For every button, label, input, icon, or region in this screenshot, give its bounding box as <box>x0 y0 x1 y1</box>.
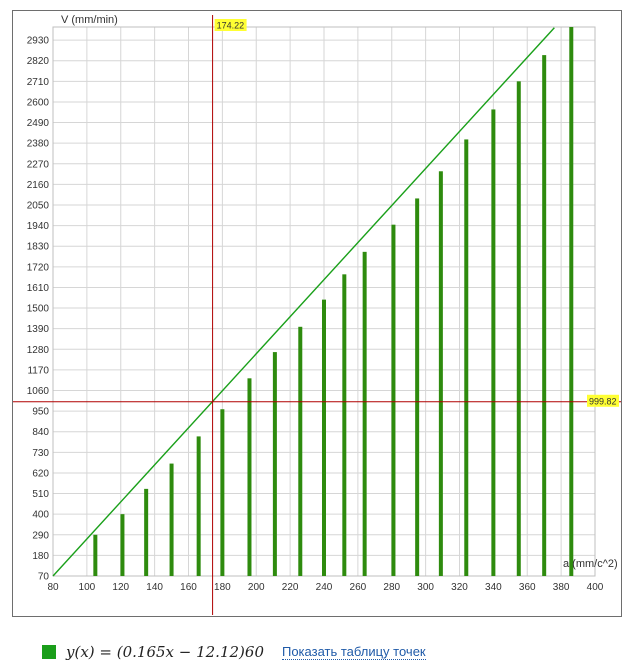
y-tick-label: 840 <box>32 427 49 438</box>
y-tick-label: 2160 <box>27 180 50 191</box>
x-tick-labels: 80 100 120 140 160 180 200 220 240 260 280 300 320 34… <box>47 582 603 593</box>
y-tick-label: 400 <box>32 510 49 521</box>
y-tick-label: 1390 <box>27 324 50 335</box>
bar-17 <box>516 81 521 576</box>
x-tick-label: 160 <box>180 582 197 593</box>
y-tick-label: 1060 <box>27 386 50 397</box>
y-tick-label: 1170 <box>27 365 49 376</box>
crosshair-x-label: 174.22 <box>217 21 245 31</box>
bar-10 <box>342 274 347 576</box>
y-tick-label: 180 <box>32 551 49 562</box>
bar-4 <box>196 436 201 576</box>
bar-1 <box>120 514 125 576</box>
x-tick-label: 180 <box>214 582 231 593</box>
y-tick-label: 950 <box>32 407 49 418</box>
bar-16 <box>491 109 496 576</box>
bar-12 <box>391 224 396 576</box>
x-tick-label: 260 <box>350 582 367 593</box>
line-series <box>52 27 555 577</box>
bar-6 <box>247 378 252 576</box>
crosshair-y-label-bg <box>587 394 619 407</box>
bar-5 <box>220 409 225 576</box>
bar-14 <box>438 171 443 577</box>
x-tick-label: 360 <box>519 582 536 593</box>
bar-9 <box>322 299 326 576</box>
y-tick-label: 510 <box>32 489 49 500</box>
show-points-table-link[interactable]: Показать таблицу точек <box>281 644 426 660</box>
bar-0 <box>93 534 98 576</box>
x-tick-label: 100 <box>79 582 96 593</box>
bar-3 <box>169 463 174 576</box>
chart-frame: 70 180 290 400 510 620 730 840 950 1060 1170 1280 13… <box>12 10 622 617</box>
y-tick-label: 2820 <box>27 56 50 67</box>
y-tick-label: 2380 <box>27 139 50 150</box>
crosshair-x-label-bg <box>214 19 247 31</box>
y-tick-label: 290 <box>32 530 49 541</box>
bar-2 <box>144 488 149 576</box>
x-tick-label: 220 <box>282 582 299 593</box>
y-tick-label: 2930 <box>27 36 50 47</box>
legend-swatch <box>42 645 56 659</box>
trend-line <box>52 27 555 577</box>
y-tick-label: 730 <box>32 448 49 459</box>
bar-8 <box>298 326 303 576</box>
x-tick-label: 140 <box>146 582 163 593</box>
x-tick-label: 340 <box>485 582 502 593</box>
y-tick-label: 1720 <box>27 262 50 273</box>
y-tick-label: 2600 <box>27 97 50 108</box>
x-tick-label: 80 <box>47 582 59 593</box>
y-tick-label: 2270 <box>27 159 50 170</box>
x-tick-label: 120 <box>112 582 129 593</box>
bar-series <box>93 27 574 577</box>
x-tick-label: 200 <box>248 582 265 593</box>
x-tick-label: 280 <box>383 582 400 593</box>
crosshair: 174.22 999.82 <box>13 15 621 615</box>
y-tick-label: 1610 <box>27 283 50 294</box>
x-tick-label: 400 <box>587 582 604 593</box>
y-tick-label: 2490 <box>27 118 50 129</box>
bar-13 <box>415 198 420 577</box>
x-tick-label: 320 <box>451 582 468 593</box>
y-tick-label: 620 <box>32 468 49 479</box>
y-tick-labels: 70 180 290 400 510 620 730 840 950 1060 1170 1280 13… <box>27 36 50 583</box>
y-tick-label: 1830 <box>27 242 50 253</box>
bar-18 <box>542 55 547 577</box>
y-tick-label: 2710 <box>27 77 50 88</box>
bar-7 <box>272 352 277 576</box>
bar-11 <box>362 251 367 576</box>
x-tick-label: 300 <box>417 582 434 593</box>
x-tick-label: 380 <box>553 582 570 593</box>
x-axis-title: a (mm/c^2) <box>563 558 618 570</box>
y-tick-label: 1940 <box>27 221 50 232</box>
y-tick-label: 2050 <box>27 201 50 212</box>
legend-formula: y(x) = (0.165x − 12.12)60 <box>66 643 264 661</box>
chart-plot[interactable]: 70 180 290 400 510 620 730 840 950 1060 1170 1280 13… <box>13 11 621 616</box>
bar-15 <box>464 139 469 576</box>
x-tick-label: 240 <box>316 582 333 593</box>
y-tick-label: 1280 <box>27 345 50 356</box>
bar-19 <box>569 27 574 576</box>
y-axis-title: V (mm/min) <box>61 14 118 26</box>
crosshair-y-label: 999.82 <box>589 396 617 406</box>
y-tick-label: 1500 <box>27 304 50 315</box>
y-tick-label: 70 <box>38 572 50 583</box>
legend: y(x) = (0.165x − 12.12)60 Показать табли… <box>42 640 426 664</box>
